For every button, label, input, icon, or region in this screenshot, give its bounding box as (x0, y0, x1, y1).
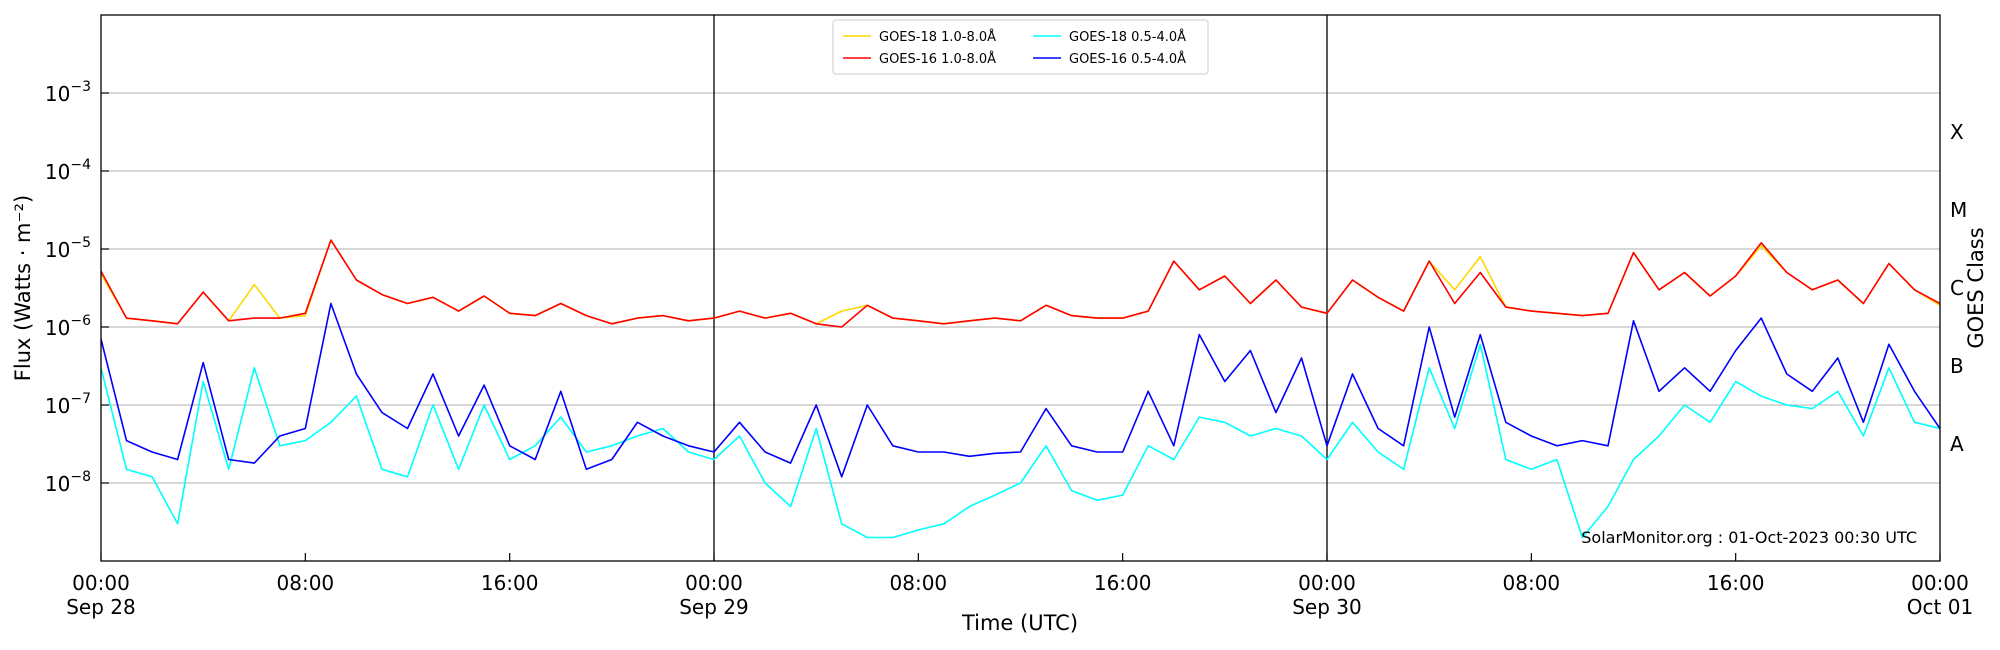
x-tick-label: Sep 30 (1292, 595, 1362, 619)
y2-tick-label: A (1950, 432, 1964, 456)
y-tick-label: 10−5 (45, 235, 91, 262)
y2-axis-label: GOES Class (1964, 227, 1988, 348)
y-axis-label: Flux (Watts · m⁻²) (11, 195, 35, 381)
x-tick-label: 16:00 (1707, 571, 1765, 595)
y-tick-exponent: −3 (70, 79, 91, 95)
y-tick-label: 10−4 (45, 157, 91, 184)
y-tick-exponent: −7 (70, 391, 91, 407)
y-tick-base: 10 (45, 316, 70, 340)
legend-label: GOES-18 1.0-8.0Å (879, 29, 996, 45)
x-tick-label: 08:00 (1503, 571, 1561, 595)
legend-label: GOES-16 0.5-4.0Å (1069, 51, 1186, 67)
x-tick-label: 00:00 (1298, 571, 1356, 595)
y-tick-exponent: −8 (70, 469, 91, 485)
y-tick-base: 10 (45, 82, 70, 106)
y-tick-base: 10 (45, 472, 70, 496)
y-tick-base: 10 (45, 238, 70, 262)
y-tick-exponent: −5 (70, 235, 91, 251)
y-tick-label: 10−3 (45, 79, 91, 106)
x-tick-label: Sep 29 (679, 595, 749, 619)
y2-tick-label: M (1950, 198, 1967, 222)
x-tick-label: 00:00 (1911, 571, 1969, 595)
legend-box (832, 19, 1209, 75)
y-tick-label: 10−6 (45, 313, 91, 340)
x-tick-label: Sep 28 (66, 595, 136, 619)
legend: GOES-18 1.0-8.0Å GOES-16 1.0-8.0Å GOES-18 … (832, 19, 1209, 75)
x-axis-label: Time (UTC) (961, 611, 1078, 635)
series-line (101, 302, 1940, 478)
series-lines (101, 239, 1940, 539)
series-line (101, 239, 1940, 328)
y-tick-exponent: −6 (70, 313, 91, 329)
plot-area (101, 15, 1940, 561)
x-tick-label: 08:00 (890, 571, 948, 595)
y-tick-label: 10−8 (45, 469, 91, 496)
annotation: SolarMonitor.org : 01-Oct-2023 00:30 UTC (1581, 528, 1917, 547)
x-tick-label: 00:00 (685, 571, 743, 595)
x-tick-label: 16:00 (481, 571, 539, 595)
y-tick-base: 10 (45, 160, 70, 184)
plot-frame (100, 14, 1941, 562)
grid (101, 15, 1940, 561)
y-tick-label: 10−7 (45, 391, 91, 418)
series-line (101, 343, 1940, 539)
y2-tick-label: B (1950, 354, 1964, 378)
y2-tick-label: X (1950, 120, 1964, 144)
x-tick-label: Oct 01 (1907, 595, 1973, 619)
y-tick-exponent: −4 (70, 157, 91, 173)
y-tick-base: 10 (45, 394, 70, 418)
x-tick-label: 08:00 (277, 571, 335, 595)
legend-label: GOES-18 0.5-4.0Å (1069, 29, 1186, 45)
x-tick-label: 00:00 (72, 571, 130, 595)
x-tick-label: 16:00 (1094, 571, 1152, 595)
legend-label: GOES-16 1.0-8.0Å (879, 51, 996, 67)
y2-tick-label: C (1950, 276, 1964, 300)
